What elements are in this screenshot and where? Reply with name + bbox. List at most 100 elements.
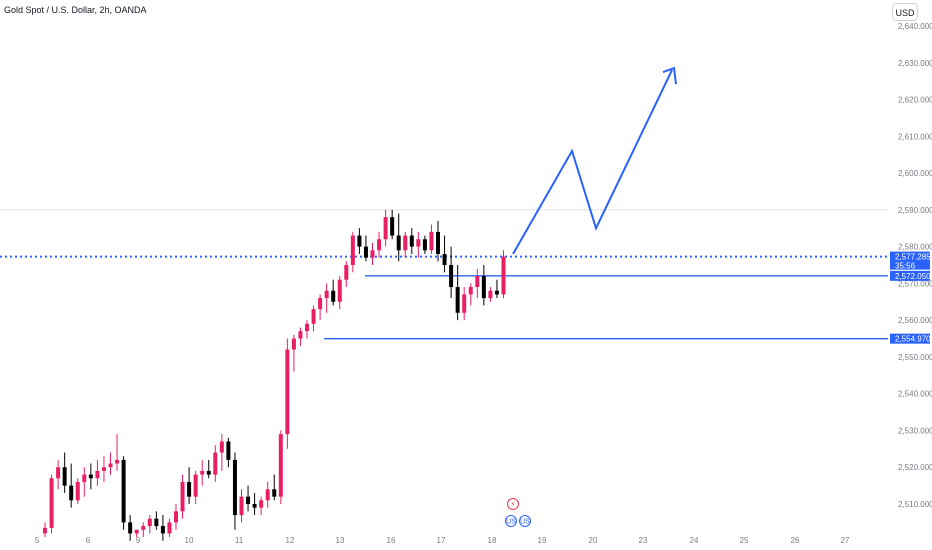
y-tick-label: 2,550.000 — [898, 353, 932, 362]
candle — [311, 305, 316, 332]
candle — [305, 320, 309, 339]
candle — [75, 478, 80, 504]
candle — [462, 287, 467, 321]
candle — [501, 250, 506, 299]
candle-body — [363, 246, 368, 258]
level-price-tag: 2,554.970 — [890, 333, 931, 344]
candle — [344, 261, 349, 288]
candle — [56, 459, 61, 490]
candle — [494, 279, 499, 299]
candle — [232, 452, 237, 530]
y-tick-label: 2,590.000 — [898, 206, 932, 215]
event-marker: US — [505, 515, 517, 527]
x-tick-label: 23 — [639, 536, 648, 545]
candle-body — [422, 239, 427, 251]
currency-button[interactable]: USD — [892, 3, 918, 21]
current-price-tag-text: 2,577.285 — [895, 253, 931, 262]
candle-body — [291, 338, 296, 350]
x-tick-label: 10 — [185, 536, 194, 545]
candle-body — [134, 529, 139, 534]
level-price-tag-text: 2,572.050 — [895, 272, 931, 281]
y-tick-label: 2,620.000 — [898, 96, 932, 105]
candle — [160, 515, 165, 541]
candle-body — [147, 518, 152, 527]
candle — [265, 481, 270, 508]
candle — [324, 283, 329, 313]
candle — [174, 504, 178, 530]
candle-body — [272, 489, 277, 497]
candle — [180, 474, 185, 519]
candle — [147, 515, 152, 534]
candle — [488, 287, 493, 302]
candle — [206, 459, 211, 479]
candle-body — [488, 290, 493, 299]
candle — [246, 485, 251, 512]
candle-body — [377, 239, 382, 251]
candle — [134, 529, 139, 538]
candle-body — [383, 217, 388, 240]
candle-body — [174, 511, 178, 523]
candle — [331, 279, 336, 306]
candle-body — [154, 518, 159, 527]
candle-body — [115, 459, 120, 464]
candle-body — [305, 323, 309, 332]
current-price-tag-box — [890, 251, 930, 270]
candle-body — [200, 470, 205, 475]
candle — [475, 268, 480, 299]
candle — [141, 522, 146, 538]
candle — [403, 231, 408, 258]
candle-body — [75, 481, 80, 501]
candle-body — [350, 235, 355, 265]
candle — [167, 518, 172, 538]
candle-body — [232, 459, 237, 516]
candle-body — [442, 253, 447, 265]
candle-body — [337, 279, 342, 302]
candle — [409, 228, 414, 254]
x-tick-label: 18 — [488, 536, 497, 545]
event-marker-label: US — [506, 519, 516, 526]
level-price-tag-box — [890, 270, 930, 281]
event-marker-label: ⚡ — [511, 501, 516, 509]
candle — [43, 522, 47, 538]
x-tick-label: 5 — [35, 536, 40, 545]
candle — [154, 511, 159, 530]
candle-body — [95, 470, 100, 479]
x-tick-label: 13 — [336, 536, 345, 545]
candle-body — [213, 452, 218, 475]
candle-body — [357, 235, 362, 247]
candle-body — [62, 467, 67, 486]
candle — [357, 228, 362, 254]
candle-body — [298, 331, 303, 339]
y-tick-label: 2,580.000 — [898, 243, 932, 252]
candle-body — [121, 459, 126, 523]
x-tick-label: 19 — [538, 536, 547, 545]
candle — [82, 467, 87, 497]
candle — [108, 452, 113, 475]
candle-body — [180, 481, 185, 512]
candle — [416, 231, 421, 258]
candle — [429, 224, 434, 254]
candle — [128, 515, 133, 541]
event-marker-circle — [519, 515, 531, 527]
x-tick-label: 11 — [235, 536, 244, 545]
candle — [226, 437, 231, 468]
candle — [318, 294, 323, 321]
candle-body — [285, 349, 290, 435]
chart-title: Gold Spot / U.S. Dollar, 2h, OANDA — [4, 5, 147, 15]
x-tick-label: 6 — [86, 536, 91, 545]
y-tick-label: 2,610.000 — [898, 132, 932, 141]
y-tick-label: 2,640.000 — [898, 22, 932, 31]
candle-body — [206, 470, 211, 475]
event-marker-label: US — [520, 519, 530, 526]
candle-body — [193, 474, 198, 497]
event-marker-circle — [507, 498, 519, 510]
x-tick-label: 26 — [791, 536, 800, 545]
level-price-tag-box — [890, 333, 930, 344]
candle-body — [187, 481, 192, 497]
candle — [468, 283, 473, 306]
candle — [213, 445, 218, 482]
candle — [436, 220, 440, 262]
candle — [239, 489, 244, 523]
